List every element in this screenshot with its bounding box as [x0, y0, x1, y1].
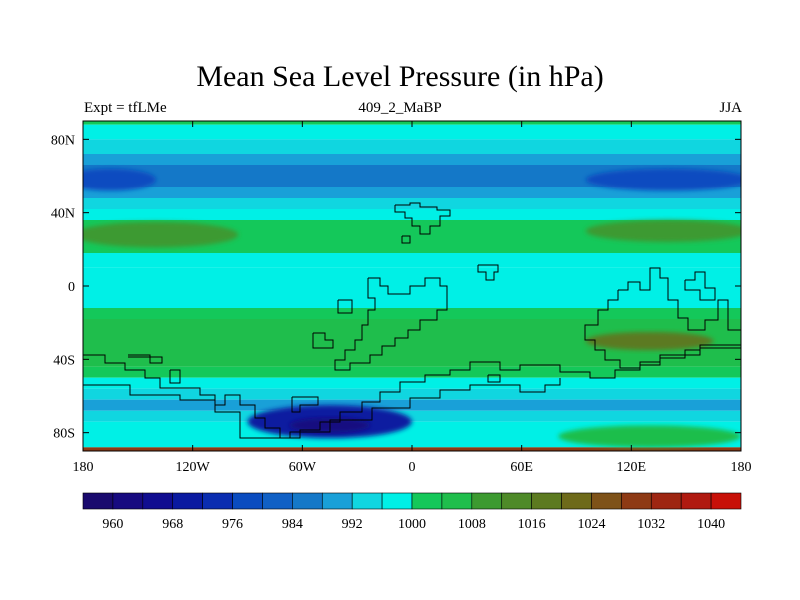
y-tick-label-1: 40N	[51, 207, 75, 222]
pressure-band-3	[83, 154, 741, 165]
x-tick-label-5: 120E	[617, 460, 647, 475]
colorbar-cell-5	[232, 492, 263, 510]
case-label: 409_2_MaBP	[358, 100, 442, 116]
colorbar-label-9: 1032	[637, 517, 665, 532]
pressure-band-7	[83, 209, 741, 220]
colorbar-label-5: 1000	[398, 517, 426, 532]
pressure-arctic-low-west	[83, 168, 157, 191]
coastline-new-guinea	[684, 271, 716, 301]
y-tick-label-2: 0	[68, 280, 75, 295]
pressure-north-subtropical-high-west	[83, 221, 239, 248]
coastline-atlantic-island	[487, 374, 501, 383]
coastline-south-america	[334, 277, 448, 371]
pressure-north-subtropical-high-east	[585, 220, 741, 242]
colorbar-cell-9	[351, 492, 383, 510]
colorbar-cell-19	[650, 492, 682, 510]
coastline-north-america	[394, 202, 451, 235]
colorbar-cell-6	[262, 492, 293, 510]
pressure-field	[83, 121, 741, 451]
colorbar-cell-20	[680, 492, 712, 510]
coastline-greenland-fragment	[401, 235, 411, 244]
x-axis: 180 120W 60W 0 60E 120E 180	[73, 121, 752, 475]
colorbar-cell-16	[561, 492, 592, 510]
coastline-africa-fragment	[477, 264, 499, 281]
x-tick-label-2: 60W	[289, 460, 317, 475]
pressure-band-17	[83, 410, 741, 422]
colorbar-label-8: 1024	[577, 517, 605, 532]
colorbar-cell-11	[411, 492, 443, 510]
pressure-band-1	[83, 124, 741, 140]
pressure-south-subtropical-high	[585, 331, 714, 351]
y-tick-label-3: 40S	[53, 353, 75, 368]
colorbar: 960 968 976 984 992 1000 1008 1016 1024 1032 1040	[82, 492, 742, 532]
coastline-island-small	[337, 299, 353, 314]
colorbar-cell-1	[112, 492, 144, 510]
coastline-pacific-island	[169, 369, 181, 384]
colorbar-cell-15	[531, 492, 562, 510]
colorbar-label-7: 1016	[518, 517, 546, 532]
colorbar-cell-2	[142, 492, 174, 510]
colorbar-label-2: 976	[222, 517, 243, 532]
colorbar-cell-13	[471, 492, 503, 510]
experiment-label: Expt = tfLMe	[84, 100, 167, 116]
colorbar-cell-14	[501, 492, 532, 510]
colorbar-cell-7	[292, 492, 323, 510]
colorbar-cell-8	[321, 492, 353, 510]
coastline-ross-fragment	[128, 354, 163, 364]
pressure-band-13	[83, 366, 741, 378]
y-axis: 80N 40N 0 40S 80S	[51, 133, 741, 442]
pressure-band-14	[83, 377, 741, 389]
coastline-antarctica	[83, 344, 741, 439]
pressure-antarctic-high-east	[558, 425, 741, 448]
coastline-antarctica-inner	[83, 378, 561, 439]
pressure-arctic-low-east	[585, 168, 741, 191]
colorbar-label-1: 968	[162, 517, 183, 532]
pressure-band-16	[83, 399, 741, 411]
colorbar-cell-12	[441, 492, 473, 510]
coastline-contours	[83, 202, 741, 439]
colorbar-label-6: 1008	[458, 517, 486, 532]
pressure-band-11	[83, 308, 741, 319]
colorbar-cell-18	[621, 492, 652, 510]
pressure-band-2	[83, 139, 741, 154]
x-tick-label-4: 60E	[510, 460, 533, 475]
pressure-band-15	[83, 388, 741, 400]
y-tick-label-0: 80N	[51, 133, 75, 148]
x-tick-label-1: 120W	[176, 460, 211, 475]
colorbar-cell-0	[82, 492, 114, 510]
pressure-band-5	[83, 187, 741, 198]
pressure-band-9	[83, 253, 741, 268]
colorbar-cell-3	[172, 492, 203, 510]
colorbar-cell-4	[202, 492, 233, 510]
x-tick-label-0: 180	[73, 460, 94, 475]
colorbar-cell-10	[381, 492, 413, 510]
x-tick-label-6: 180	[731, 460, 752, 475]
colorbar-label-10: 1040	[697, 517, 725, 532]
colorbar-cell-21	[710, 492, 742, 510]
pressure-band-4	[83, 165, 741, 187]
chart-title: Mean Sea Level Pressure (in hPa)	[196, 60, 604, 93]
colorbar-label-3: 984	[282, 517, 303, 532]
pressure-band-10	[83, 267, 741, 308]
y-tick-label-4: 80S	[53, 427, 75, 442]
colorbar-cell-17	[591, 492, 622, 510]
coastline-island-west	[312, 332, 334, 349]
coastline-australia	[584, 267, 741, 369]
season-label: JJA	[719, 100, 742, 116]
colorbar-label-4: 992	[342, 517, 363, 532]
coastline-weddell	[291, 396, 319, 413]
x-tick-label-3: 0	[409, 460, 416, 475]
colorbar-label-0: 960	[102, 517, 123, 532]
